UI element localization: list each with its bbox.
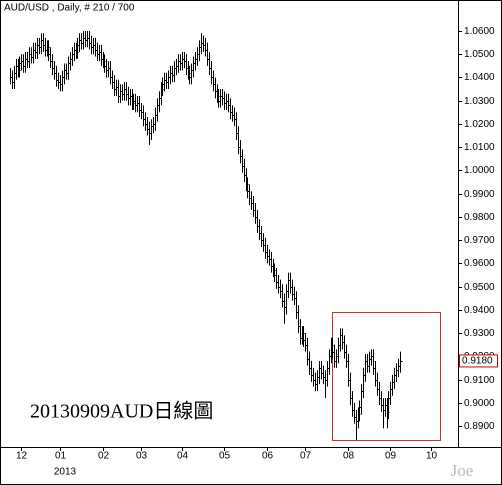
x-tick-label: 10 (426, 451, 438, 462)
year-label: 2013 (54, 467, 77, 478)
y-tick-label: 0.9100 (464, 375, 495, 386)
x-tick-label: 05 (219, 451, 231, 462)
y-tick-label: 0.9900 (464, 189, 495, 200)
y-tick-label: 0.9000 (464, 398, 495, 409)
x-tick-label: 03 (136, 451, 148, 462)
y-tick-label: 1.0600 (464, 26, 495, 37)
y-tick-label: 0.9500 (464, 282, 495, 293)
x-tick-label: 12 (16, 451, 28, 462)
y-tick-label: 0.9700 (464, 235, 495, 246)
y-tick-label: 1.0200 (464, 119, 495, 130)
y-tick-label: 1.0000 (464, 165, 495, 176)
y-tick-label: 0.8900 (464, 421, 495, 432)
annotation: 20130909AUD日線圖 (30, 400, 213, 423)
last-price-label: 0.9180 (462, 356, 493, 367)
y-tick-label: 1.0300 (464, 96, 495, 107)
y-tick-label: 1.0500 (464, 49, 495, 60)
x-tick-label: 04 (177, 451, 189, 462)
chart-title: AUD/USD , Daily, # 210 / 700 (4, 3, 135, 14)
watermark: Joe (451, 461, 474, 480)
x-tick-label: 01 (55, 451, 67, 462)
y-tick-label: 0.9400 (464, 305, 495, 316)
y-tick-label: 0.9800 (464, 212, 495, 223)
y-tick-label: 1.0400 (464, 72, 495, 83)
x-tick-label: 07 (300, 451, 312, 462)
y-tick-label: 0.9600 (464, 258, 495, 269)
y-tick-label: 0.9300 (464, 328, 495, 339)
x-tick-label: 09 (385, 451, 397, 462)
x-tick-label: 02 (98, 451, 110, 462)
last-price-box (459, 354, 498, 368)
highlight-box (332, 312, 441, 441)
y-tick-label: 1.0100 (464, 142, 495, 153)
x-tick-label: 08 (343, 451, 355, 462)
x-tick-label: 06 (262, 451, 274, 462)
